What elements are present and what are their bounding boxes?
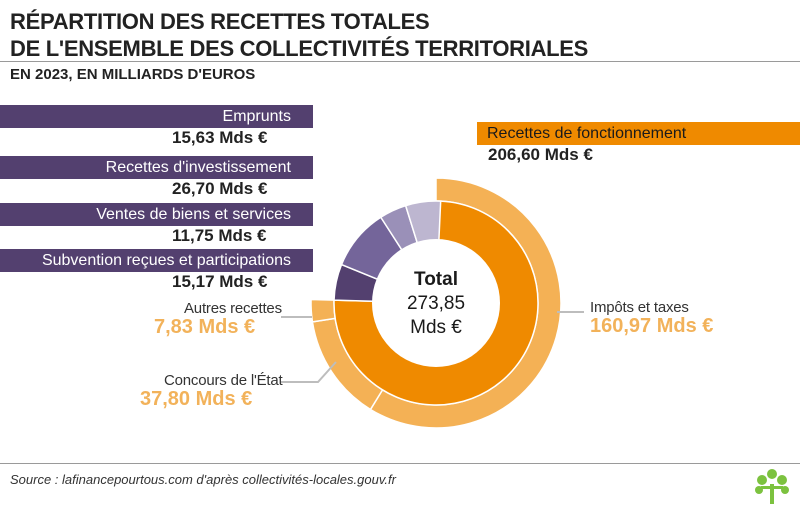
total-center-label: Total 273,85 Mds € — [372, 268, 500, 340]
label-ventes: Ventes de biens et services — [0, 203, 313, 226]
tree-logo-icon — [755, 469, 789, 504]
source-note: Source : lafinancepourtous.com d'après c… — [10, 472, 396, 487]
leader-line-concours — [281, 361, 337, 383]
value-ventes: 11,75 Mds € — [172, 226, 267, 245]
label-investissement: Recettes d'investissement — [0, 156, 313, 179]
value-fonctionnement: 206,60 Mds € — [488, 145, 593, 164]
footer-divider — [0, 463, 800, 464]
leader-lines — [281, 311, 584, 383]
slice-autres — [310, 298, 337, 323]
label-fonctionnement: Recettes de fonctionnement — [477, 122, 800, 145]
label-subvention: Subvention reçues et participations — [0, 249, 313, 272]
value-subvention: 15,17 Mds € — [172, 272, 268, 291]
total-word: Total — [414, 269, 458, 290]
title-divider — [0, 61, 800, 62]
label-autres: Autres recettes — [184, 300, 282, 317]
title-line-2: DE L'ENSEMBLE DES COLLECTIVITÉS TERRITOR… — [10, 36, 589, 61]
outer-ring — [310, 177, 562, 429]
label-concours: Concours de l'État — [164, 372, 283, 389]
value-investissement: 26,70 Mds € — [172, 179, 268, 198]
value-concours: 37,80 Mds € — [140, 388, 253, 410]
value-autres: 7,83 Mds € — [154, 316, 256, 338]
title-line-1: RÉPARTITION DES RECETTES TOTALES — [10, 9, 430, 34]
total-value: 273,85 — [406, 293, 466, 314]
label-impots: Impôts et taxes — [590, 299, 689, 316]
chart-title: RÉPARTITION DES RECETTES TOTALES DE L'EN… — [10, 8, 588, 62]
donut-hole — [372, 239, 500, 367]
total-unit: Mds € — [410, 317, 462, 338]
label-emprunts: Emprunts — [0, 105, 313, 128]
value-emprunts: 15,63 Mds € — [172, 128, 268, 147]
value-impots: 160,97 Mds € — [590, 315, 714, 337]
chart-subtitle: EN 2023, EN MILLIARDS D'EUROS — [10, 66, 256, 83]
